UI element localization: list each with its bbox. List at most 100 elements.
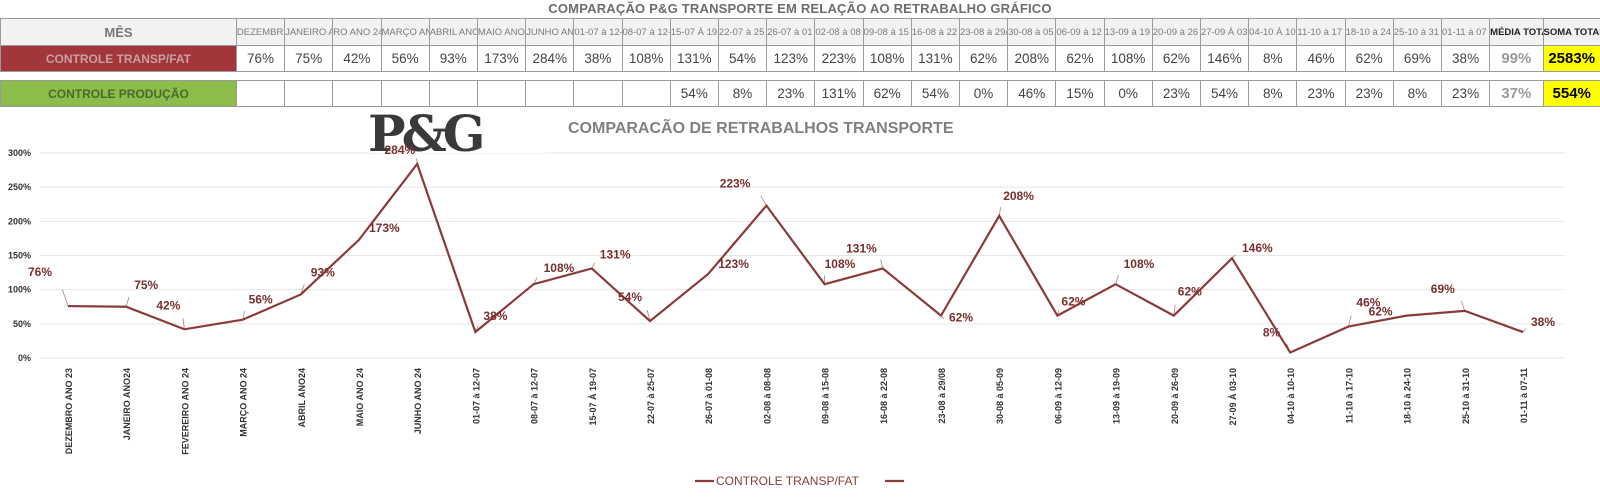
y-tick-label: 50% [13, 319, 31, 329]
header-cell: 04-10 À 10-10 [1248, 18, 1298, 46]
value-cell: 108% [1103, 45, 1153, 72]
value-cell: 8% [1248, 45, 1298, 72]
label-leader [182, 318, 185, 330]
producao-table: CONTROLE PRODUÇÃO 54% 8% 23% 131% 62% 54% 0% 46… [0, 80, 1600, 107]
x-tick-label: 11-10 à 17-10 [1344, 368, 1354, 424]
value-cell [621, 80, 671, 107]
label-leader [760, 195, 767, 206]
x-tick-label: 04-10 à 10-10 [1286, 368, 1296, 424]
header-cell: 08-07 à 12-07 [621, 18, 671, 46]
header-cell: 22-07 à 25 07 [717, 18, 768, 46]
header-cell: 11-10 à 17 10 [1296, 18, 1346, 46]
data-label: 146% [1242, 241, 1273, 255]
value-cell [284, 80, 334, 107]
legend: CONTROLE TRANSP/FAT [695, 474, 904, 488]
value-cell: 75% [284, 45, 334, 72]
mes-header: MÊS [0, 18, 237, 46]
value-cell: 62% [958, 45, 1009, 72]
x-tick-label: 02-08 à 08-08 [762, 368, 772, 424]
header-cell: MARÇO ANO 24 [380, 18, 430, 46]
x-tick-label: 26-07 à 01-08 [704, 368, 714, 424]
value-cell: 146% [1199, 45, 1250, 72]
data-label: 173% [369, 221, 400, 235]
sum-cell: 2583% [1542, 45, 1600, 72]
x-tick-label: 30-08 à 05-09 [995, 368, 1005, 424]
value-cell: 46% [1296, 45, 1346, 72]
data-label: 38% [1531, 315, 1555, 329]
x-tick-label: 15-07 À 19-07 [588, 368, 598, 426]
y-tick-label: 0% [18, 353, 31, 363]
data-label: 62% [1061, 295, 1085, 309]
avg-cell: 37% [1489, 80, 1544, 107]
producao-row: CONTROLE PRODUÇÃO 54% 8% 23% 131% 62% 54% 0% 46… [0, 80, 1600, 107]
y-tick-label: 100% [8, 285, 31, 295]
data-label: 46% [1356, 296, 1380, 310]
y-tick-label: 200% [8, 216, 31, 226]
value-cell: 23% [1344, 80, 1394, 107]
logo: P&G [368, 105, 546, 163]
legend-label: CONTROLE TRANSP/FAT [716, 474, 860, 488]
value-cell: 15% [1055, 80, 1105, 107]
series-line-transp [67, 161, 1524, 354]
data-label: 62% [1369, 305, 1393, 319]
x-tick-label: JUNHO ANO 24 [413, 368, 423, 434]
label-leader [880, 259, 884, 269]
x-tick-label: 18-10 à 24-10 [1403, 368, 1413, 424]
value-cell: 284% [525, 45, 575, 72]
x-tick-label: 16-08 à 22-08 [879, 368, 889, 424]
data-label: 8% [1263, 326, 1281, 340]
x-tick-label: 06-09 à 12-09 [1053, 368, 1063, 424]
value-cell: 46% [1007, 80, 1057, 107]
header-cell: JUNHO ANO 24 [525, 18, 575, 46]
value-cell: 8% [1392, 80, 1442, 107]
x-tick-label: JANEIRO ANO24 [122, 368, 132, 440]
x-tick-label: 01-07 à 12-07 [471, 368, 481, 424]
label-leader [1173, 304, 1176, 316]
value-cell: 62% [1055, 45, 1105, 72]
value-cell: 62% [1151, 45, 1201, 72]
header-cell: 15-07 À 19-07 [669, 18, 719, 46]
value-cell: 131% [814, 80, 864, 107]
label-leader [1522, 328, 1527, 333]
data-label: 76% [28, 265, 52, 279]
value-cell: 54% [717, 45, 768, 72]
header-cell: 30-08 à 05 09 [1007, 18, 1057, 46]
header-cell: JANEIRO ANO24 [284, 18, 334, 46]
data-label: 223% [720, 177, 751, 191]
x-tick-label: 20-09 à 26-09 [1170, 368, 1180, 424]
data-label: 62% [1178, 285, 1202, 299]
data-label: 108% [544, 261, 575, 275]
data-label: 131% [600, 247, 631, 261]
value-cell: 8% [1248, 80, 1298, 107]
header-cell: ABRIL ANO 24 [428, 18, 478, 46]
header-cell: RO ANO 24 [332, 18, 382, 46]
x-tick-label: 25-10 à 31-10 [1461, 368, 1471, 424]
header-cell: 13-09 à 19 09 [1103, 18, 1153, 46]
value-cell [332, 80, 382, 107]
data-label: 69% [1431, 282, 1455, 296]
label-leader [125, 296, 130, 307]
value-cell: 223% [814, 45, 864, 72]
avg-header: MÉDIA TOTAL [1489, 18, 1544, 46]
x-tick-label: 01-11 à 07-11 [1519, 368, 1529, 423]
gridlines [40, 152, 1565, 359]
data-label: 131% [846, 241, 877, 255]
header-cell: 01-07 à 12-07 [573, 18, 623, 46]
producao-label: CONTROLE PRODUÇÃO [0, 80, 237, 107]
header-cell: 23-08 à 29/08 [958, 18, 1009, 46]
data-label: 123% [718, 257, 749, 271]
value-cell: 208% [1007, 45, 1057, 72]
value-cell: 131% [669, 45, 719, 72]
data-label: 42% [156, 298, 180, 312]
x-tick-label: 22-07 à 25-07 [646, 368, 656, 424]
transp-row: CONTROLE TRANSP/FAT 76% 75% 42% 56% 93% 173% 2… [0, 45, 1600, 72]
header-cell: 18-10 à 24 10 [1344, 18, 1394, 46]
x-tick-label: ABRIL ANO24 [297, 368, 307, 428]
x-tick-label: MARÇO ANO 24 [239, 368, 249, 437]
value-cell: 0% [1103, 80, 1153, 107]
value-cell: 56% [380, 45, 430, 72]
label-leader [1115, 275, 1119, 285]
header-cell: 06-09 à 12 09 [1055, 18, 1105, 46]
header-cell: 27-09 À 03-10 [1199, 18, 1250, 46]
